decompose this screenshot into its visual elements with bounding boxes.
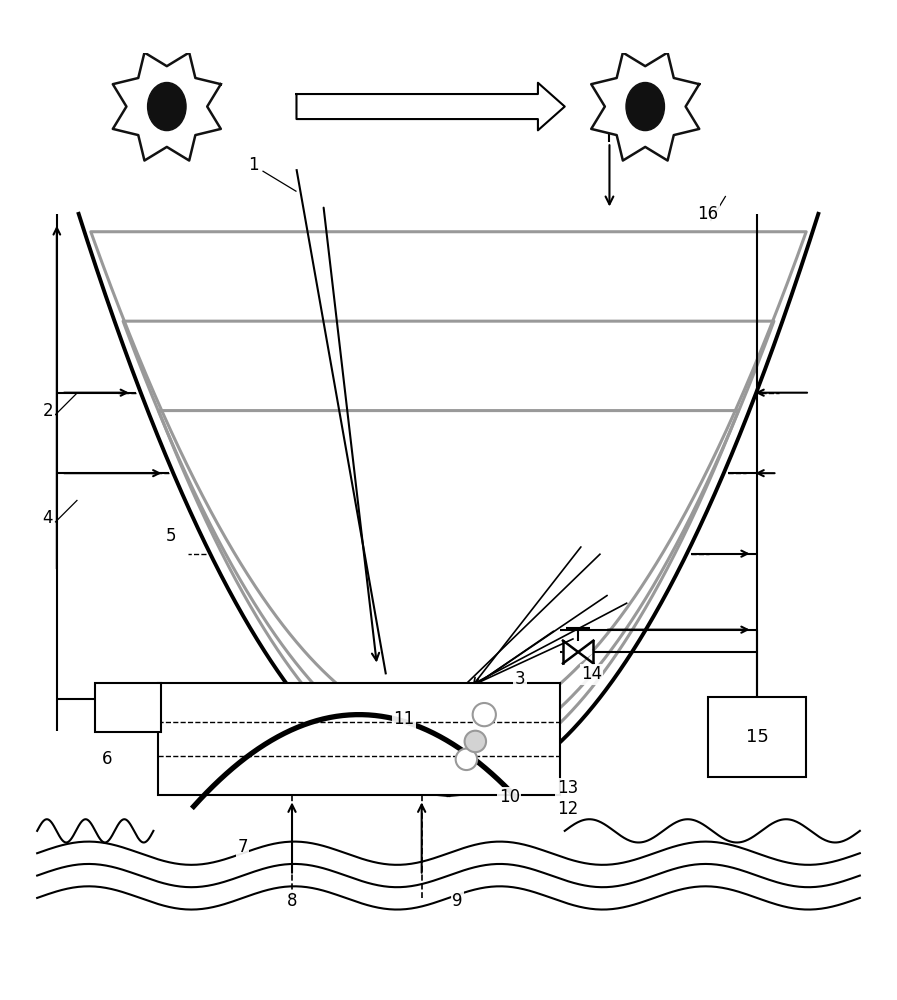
Text: 6: 6 (101, 750, 112, 768)
Text: 11: 11 (393, 710, 414, 728)
Bar (708, 697, 806, 777)
Circle shape (465, 731, 486, 752)
Text: 4: 4 (43, 509, 53, 527)
Text: 2: 2 (42, 402, 53, 420)
Text: 14: 14 (581, 665, 602, 683)
Text: 12: 12 (557, 800, 578, 818)
Polygon shape (591, 53, 700, 161)
Text: 7: 7 (238, 838, 248, 856)
Text: 5: 5 (166, 527, 177, 545)
Ellipse shape (148, 83, 186, 131)
Polygon shape (563, 641, 593, 663)
Polygon shape (113, 53, 221, 161)
Bar (158, 683, 561, 795)
Text: 15: 15 (745, 728, 769, 746)
Ellipse shape (626, 83, 665, 131)
Circle shape (456, 749, 477, 770)
Text: 3: 3 (515, 670, 526, 688)
Text: 1: 1 (248, 156, 259, 174)
Text: 8: 8 (287, 892, 297, 910)
Bar (95, 683, 161, 732)
Text: 16: 16 (697, 205, 718, 223)
Polygon shape (297, 83, 565, 130)
Text: 10: 10 (499, 788, 520, 806)
Circle shape (473, 703, 496, 726)
Text: 9: 9 (452, 892, 463, 910)
Text: 13: 13 (557, 779, 578, 797)
